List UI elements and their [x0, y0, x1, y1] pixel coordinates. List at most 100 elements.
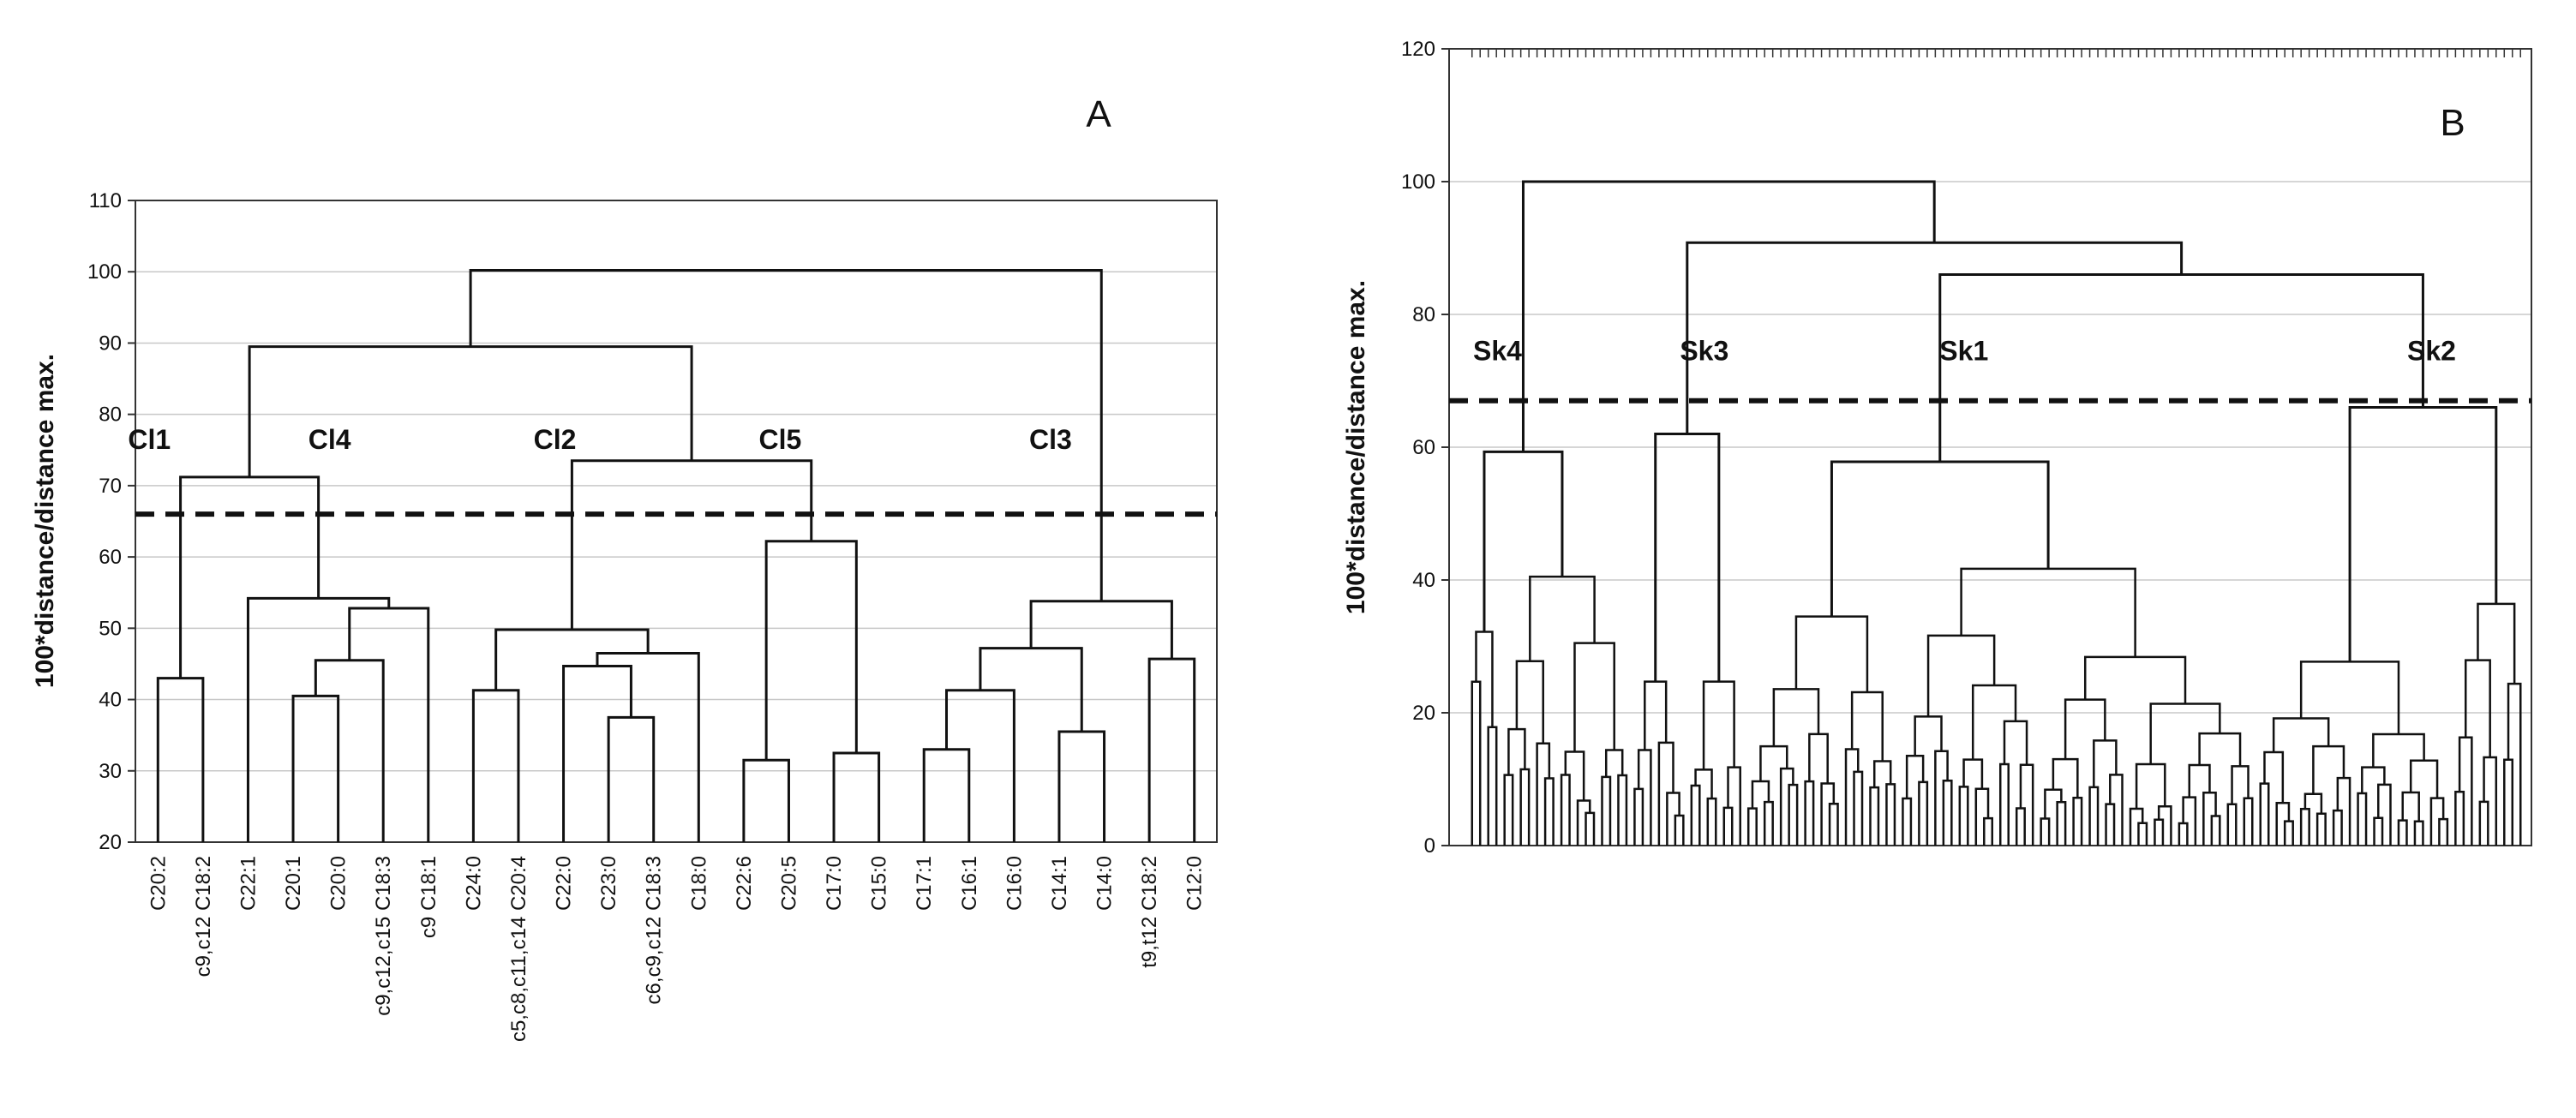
panel-b-top-ticks [1471, 49, 2522, 57]
dendrogram-link [1844, 748, 1860, 846]
dendrogram-link [2263, 750, 2285, 804]
y-tick-label: 100 [1401, 170, 1435, 194]
dendrogram-link [1560, 774, 1571, 846]
dendrogram-link [348, 607, 430, 842]
dendrogram-link [314, 659, 385, 842]
dendrogram-link [2198, 732, 2242, 767]
y-tick-label: 120 [1401, 38, 1435, 61]
dendrogram-link [607, 715, 656, 842]
dendrogram-link [179, 475, 321, 679]
dendrogram-link [1958, 786, 1969, 846]
cluster-label-sk4: Sk4 [1473, 336, 1522, 367]
dendrogram-link [2299, 807, 2310, 846]
dendrogram-link [2361, 766, 2386, 793]
leaf-label: c5,c8,c11,c14 C20:4 [507, 856, 530, 1042]
dendrogram-link [291, 694, 340, 842]
dendrogram-link [1564, 750, 1585, 801]
dendrogram-link [1617, 774, 1628, 846]
leaf-label: C22:1 [237, 856, 260, 911]
dendrogram-link [2135, 762, 2166, 810]
dendrogram-link [2477, 602, 2516, 685]
dendrogram-link [1637, 749, 1652, 846]
dendrogram-link [945, 689, 1015, 842]
cluster-link-sk1 [1830, 460, 2050, 617]
cluster-label-cl2: Cl2 [534, 424, 577, 455]
dendrogram-link [742, 758, 790, 842]
cluster-link-sk2 [2348, 406, 2498, 662]
dendrogram-link [1759, 744, 1788, 782]
dendrogram-link [2129, 807, 2144, 846]
y-tick-label: 80 [99, 404, 122, 427]
dendrogram-link [2372, 732, 2425, 768]
dendrogram-link [2312, 744, 2345, 794]
leaf-label: C20:1 [282, 856, 305, 911]
dendrogram-link [1808, 732, 1829, 784]
dendrogram-link [1804, 780, 1815, 846]
y-tick-label: 60 [99, 546, 122, 569]
panel-a: 20 30 40 50 60 70 80 90 100 110 C20:2 c9,c12 C18:2… [31, 93, 1218, 1042]
dendrogram-link [1644, 680, 1668, 750]
cluster-label-sk1: Sk1 [1939, 336, 1988, 367]
dendrogram-link [1657, 741, 1674, 846]
dendrogram-link [1515, 660, 1544, 744]
dendrogram-link [1487, 726, 1498, 846]
dendrogram-link [1885, 783, 1896, 846]
panel-b-grid [1449, 181, 2531, 714]
dendrogram-link [1057, 730, 1106, 842]
dendrogram-link [2093, 739, 2118, 787]
leaf-label: t9,t12 C18:2 [1138, 856, 1161, 968]
dendrogram-link [1604, 749, 1624, 777]
dendrogram-link [1519, 768, 1531, 846]
dendrogram-link [2182, 796, 2197, 846]
dendrogram-link [1902, 797, 1913, 846]
dendrogram-link [2438, 817, 2449, 846]
leaf-label: c9,c12,c15 C18:3 [372, 856, 395, 1016]
panel-b: 0 20 40 60 80 100 120 Sk4 Sk3 Sk1 Sk2 100*dist… [1342, 38, 2532, 858]
dendrogram-link [1763, 800, 1774, 846]
leaf-label: C20:2 [147, 856, 170, 911]
dendrogram-link [1722, 806, 1734, 846]
dendrogram-link [2299, 661, 2400, 735]
dendrogram-link [2259, 782, 2270, 846]
dendrogram-link [1820, 782, 1836, 846]
dendrogram-link [1942, 779, 1953, 846]
panel-a-grid [135, 271, 1217, 772]
dendrogram-link [2454, 791, 2465, 846]
dendrogram-link [1926, 634, 1996, 717]
dendrogram-link [562, 664, 632, 842]
dendrogram-link [1633, 787, 1644, 846]
dendrogram-link [1828, 803, 1839, 846]
dendrogram-link [922, 748, 971, 842]
dendrogram-link [2503, 758, 2514, 846]
leaf-label: C12:0 [1183, 856, 1207, 911]
dendrogram-link [2226, 803, 2238, 846]
dendrogram-link [1543, 777, 1555, 846]
dendrogram-link [156, 677, 205, 842]
panel-b-label: B [2440, 102, 2465, 144]
dendrogram-link [1536, 742, 1551, 846]
y-tick-label: 0 [1424, 834, 1435, 858]
dendrogram-link [246, 596, 391, 842]
leaf-label: C17:1 [913, 856, 936, 911]
dendrogram-link [2507, 682, 2522, 846]
leaf-label: C16:0 [1003, 856, 1026, 911]
cluster-label-sk3: Sk3 [1680, 336, 1728, 367]
dendrogram-link [2044, 788, 2063, 819]
dendrogram-link [2283, 820, 2294, 846]
dendrogram-link [1585, 811, 1596, 846]
dendrogram-link [2210, 815, 2221, 846]
dendrogram-link [2373, 816, 2384, 846]
dendrogram-link [1794, 615, 1869, 693]
leaf-label: C14:0 [1093, 856, 1117, 911]
panel-a-leaf-labels: C20:2 c9,c12 C18:2 C22:1 C20:1 C20:0 c9,c12,c… [147, 856, 1206, 1042]
dendrogram-link [832, 751, 881, 842]
y-tick-label: 40 [1412, 569, 1435, 592]
dendrogram-link [1905, 754, 1925, 798]
dendrogram-link [2357, 792, 2368, 846]
leaf-label: c9,c12 C18:2 [192, 856, 215, 977]
dendrogram-link [2109, 774, 2124, 846]
y-tick-label: 100 [87, 260, 122, 284]
dendrogram-link [2064, 698, 2106, 760]
cluster-label-sk2: Sk2 [2407, 336, 2456, 367]
